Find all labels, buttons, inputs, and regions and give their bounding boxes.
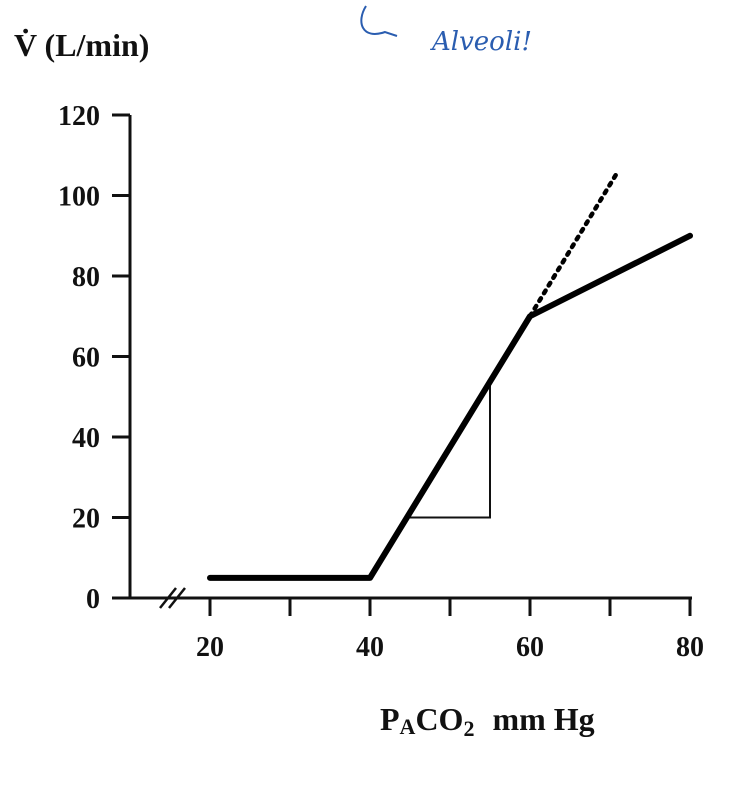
axis-break-icon <box>159 587 186 609</box>
y-tick-label: 80 <box>72 262 100 293</box>
x-axis-title: PACO2 mm Hg <box>380 701 595 741</box>
handwritten-arrow-icon <box>360 5 398 37</box>
extrapolated-curve <box>527 169 621 319</box>
y-tick-label: 100 <box>58 182 100 213</box>
y-tick-label: 120 <box>58 101 100 132</box>
x-ticks: 20 40 60 80 <box>196 598 704 663</box>
y-axis-title: V̇ (L/min) <box>14 27 149 63</box>
y-tick-label: 20 <box>72 504 100 535</box>
y-tick-label: 60 <box>72 343 100 374</box>
y-tick-label: 0 <box>86 584 100 615</box>
handwritten-annotation: Alveoli! <box>430 27 532 57</box>
x-tick-label: 20 <box>196 632 224 663</box>
ventilation-curve <box>207 232 693 581</box>
y-ticks: 0 20 40 60 80 100 120 <box>58 101 130 615</box>
x-tick-label: 60 <box>516 632 544 663</box>
x-tick-label: 40 <box>356 632 384 663</box>
slope-triangle <box>410 384 491 519</box>
y-tick-label: 40 <box>72 423 100 454</box>
x-tick-label: 80 <box>676 632 704 663</box>
